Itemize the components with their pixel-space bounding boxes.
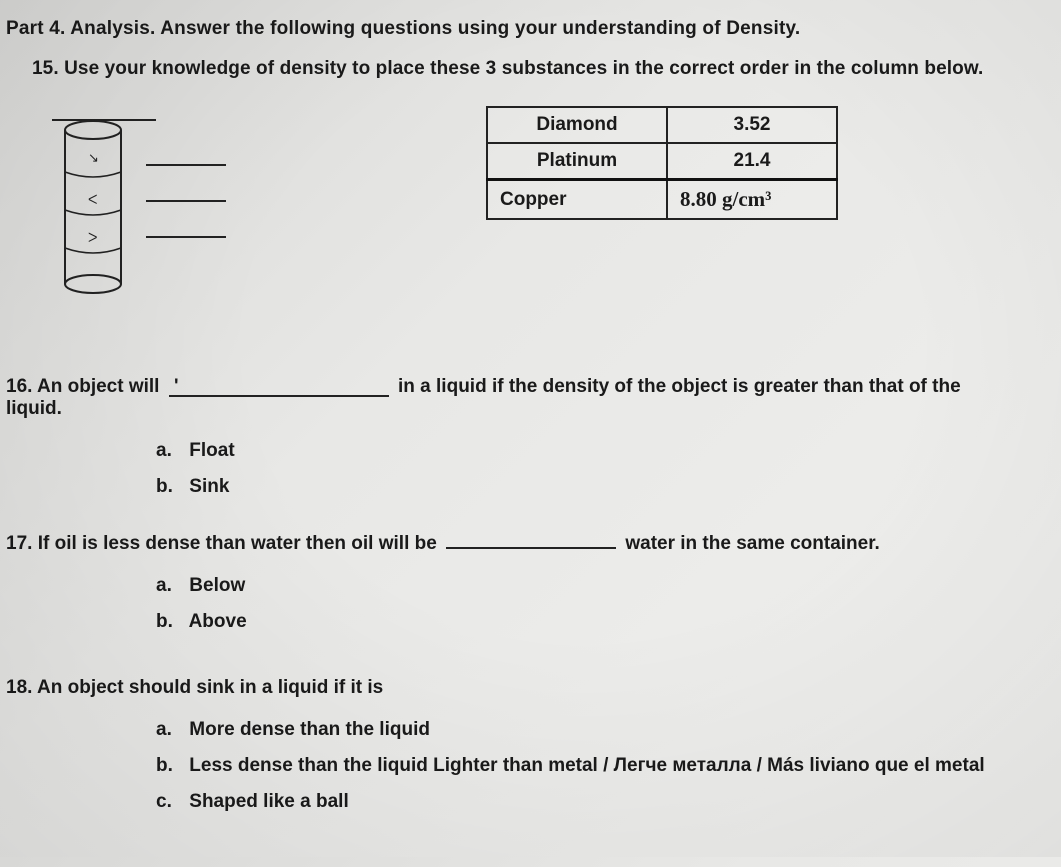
density-cell: 8.80 g/cm³ [667,180,837,220]
option-b[interactable]: b. Sink [156,476,1000,498]
worksheet-page: Part 4. Analysis. Answer the following q… [0,10,1020,867]
q18-number: 18. [6,677,32,699]
option-letter: a. [156,719,184,741]
answer-blank-lines [146,164,226,238]
question-15: 15. Use your knowledge of density to pla… [32,58,1000,80]
blank-line-3[interactable] [146,236,226,238]
q15-content-area: ↘ ᐸ ᐳ Diamond 3.52 Platinum 21.4 Copper … [46,106,1000,306]
q18-options: a. More dense than the liquid b. Less de… [156,719,1000,813]
option-letter: c. [156,791,184,813]
density-table: Diamond 3.52 Platinum 21.4 Copper 8.80 g… [486,106,838,220]
option-letter: a. [156,575,184,597]
option-a[interactable]: a. Below [156,575,1000,597]
question-17: 17. If oil is less dense than water then… [6,528,1000,555]
option-text: Less dense than the liquid Lighter than … [189,755,984,776]
q17-options: a. Below b. Above [156,575,1000,633]
q17-blank[interactable] [446,528,616,549]
blank-line-2[interactable] [146,200,226,202]
option-text: Float [189,440,234,461]
substance-cell: Diamond [487,107,667,143]
option-text: More dense than the liquid [189,719,430,740]
q15-text: Use your knowledge of density to place t… [64,58,983,79]
option-letter: b. [156,611,184,633]
cylinder-diagram: ↘ ᐸ ᐳ [46,106,226,306]
option-a[interactable]: a. Float [156,440,1000,462]
q16-before: An object will [37,376,159,397]
table-row: Diamond 3.52 [487,107,837,143]
q17-number: 17. [6,533,32,555]
option-b[interactable]: b. Less dense than the liquid Lighter th… [156,755,1000,777]
cyl-mark-2: ᐸ [88,192,97,207]
density-cell: 3.52 [667,107,837,143]
option-text: Above [189,611,247,632]
option-c[interactable]: c. Shaped like a ball [156,791,1000,813]
q16-number: 16. [6,376,32,398]
substance-cell: Copper [487,180,667,220]
table-row: Platinum 21.4 [487,143,837,180]
cyl-mark-3: ᐳ [88,230,97,245]
option-text: Shaped like a ball [189,791,348,812]
option-letter: b. [156,755,184,777]
density-cell: 21.4 [667,143,837,180]
cyl-mark-1: ↘ [88,150,99,165]
option-letter: a. [156,440,184,462]
q18-text: An object should sink in a liquid if it … [37,677,383,698]
option-a[interactable]: a. More dense than the liquid [156,719,1000,741]
blank-line-1[interactable] [146,164,226,166]
part-title: Part 4. Analysis. Answer the following q… [6,18,1000,40]
question-16: 16. An object will ' in a liquid if the … [6,376,1000,420]
q16-blank[interactable]: ' [169,376,389,397]
table-row: Copper 8.80 g/cm³ [487,180,837,220]
option-text: Sink [189,476,229,497]
q17-before: If oil is less dense than water then oil… [38,533,437,554]
option-text: Below [189,575,245,596]
q16-options: a. Float b. Sink [156,440,1000,498]
q17-after: water in the same container. [625,533,879,554]
question-18: 18. An object should sink in a liquid if… [6,677,1000,699]
q15-number: 15. [32,58,59,80]
option-b[interactable]: b. Above [156,611,1000,633]
substance-cell: Platinum [487,143,667,180]
option-letter: b. [156,476,184,498]
